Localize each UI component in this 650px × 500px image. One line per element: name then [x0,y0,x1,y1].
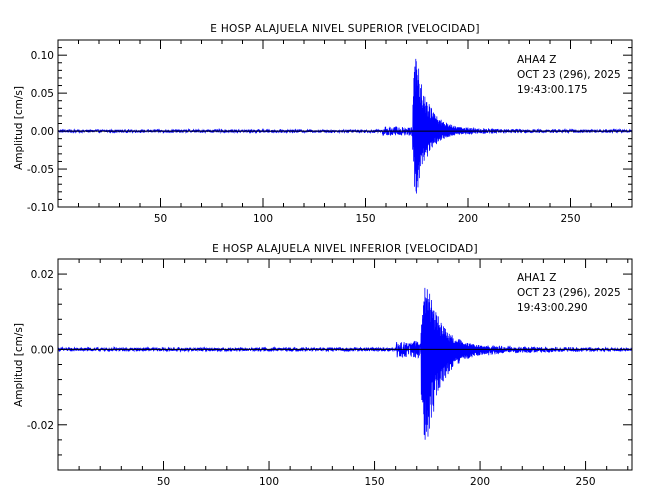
plot-frame [57,258,633,471]
x-tick-label: 250 [576,476,596,488]
date-label: OCT 23 (296), 2025 [517,69,621,81]
time-label: 19:43:00.175 [517,84,588,96]
x-tick-label: 250 [560,213,580,225]
x-tick-label: 100 [259,476,279,488]
chart-panel-inferior: E HOSP ALAJUELA NIVEL INFERIOR [VELOCIDA… [13,243,633,488]
station-label: AHA1 Z [517,272,556,284]
x-tick-label: 150 [355,213,375,225]
chart-title: E HOSP ALAJUELA NIVEL SUPERIOR [VELOCIDA… [210,23,479,35]
x-tick-label: 150 [365,476,385,488]
y-tick-label: -0.02 [27,420,54,432]
time-label: 19:43:00.290 [517,302,588,314]
chart-title: E HOSP ALAJUELA NIVEL INFERIOR [VELOCIDA… [212,243,478,255]
plot-frame [57,39,633,208]
y-tick-label: -0.10 [27,202,54,214]
y-axis-label: Amplitud [cm/s] [13,86,25,170]
chart-panel-superior: E HOSP ALAJUELA NIVEL SUPERIOR [VELOCIDA… [13,23,633,225]
x-tick-label: 50 [157,476,170,488]
y-tick-label: -0.05 [27,164,54,176]
station-label: AHA4 Z [517,54,556,66]
y-tick-label: 0.00 [31,126,54,138]
y-tick-label: 0.00 [31,344,54,356]
y-tick-label: 0.10 [31,50,54,62]
x-tick-label: 100 [253,213,273,225]
x-tick-label: 200 [458,213,478,225]
x-tick-label: 50 [154,213,167,225]
tick-label-group: 50 100 150 200 250 -0.10 -0.05 0.00 0.05 0.10 [27,50,581,225]
x-tick-label: 200 [470,476,490,488]
y-axis-label: Amplitud [cm/s] [13,323,25,407]
tick-label-group: 50 100 150 200 250 -0.02 0.00 0.02 [27,269,596,488]
date-label: OCT 23 (296), 2025 [517,287,621,299]
y-tick-label: 0.05 [31,88,54,100]
y-tick-label: 0.02 [31,269,54,281]
